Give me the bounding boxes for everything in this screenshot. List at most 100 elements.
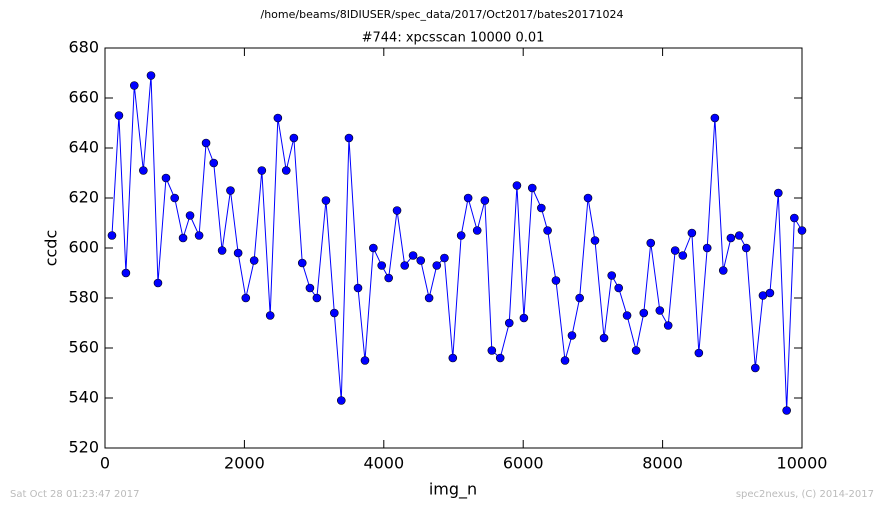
footer-left: Sat Oct 28 01:23:47 2017 [10,489,140,500]
data-point [209,158,219,168]
data-line [111,75,803,411]
data-point [114,111,124,120]
data-point [463,193,473,203]
data-point [416,256,426,265]
data-point [281,166,291,175]
y-tick-label: 640 [68,138,99,157]
data-point [392,206,402,215]
data-point [330,308,339,318]
data-point [456,231,466,240]
data-point [185,211,195,220]
data-point [678,251,688,260]
data-point [718,266,728,275]
data-point [440,253,449,263]
data-point [495,353,505,363]
data-point [194,231,204,240]
data-point [360,356,370,365]
data-point [512,181,522,190]
data-point [161,173,171,183]
data-point [146,71,156,80]
data-point [774,188,783,198]
data-point [321,196,331,205]
data-point [448,353,458,363]
data-point [504,318,514,328]
data-point [797,226,807,235]
data-point [790,213,799,223]
header: /home/beams/8IDIUSER/spec_data/2017/Oct2… [261,8,624,21]
data-point [201,138,211,148]
x-tick-label: 4000 [363,454,404,473]
data-point [241,293,251,303]
y-tick-label: 540 [68,388,99,407]
data-point [384,273,393,283]
data-point [297,258,307,268]
data-point [519,313,529,323]
footer-right: spec2nexus, (C) 2014-2017 [736,489,874,500]
data-point [178,233,188,243]
data-point [622,311,632,320]
data-point [543,226,552,235]
x-axis-label: img_n [429,480,477,500]
data-point [289,133,299,143]
data-point [408,251,418,260]
data-point [257,166,267,175]
x-tick-label: 2000 [224,454,265,473]
data-point [369,243,378,253]
data-point [377,261,387,270]
data-point [655,306,665,315]
data-point [551,276,561,285]
data-point [670,246,680,255]
data-point [687,228,697,238]
chart-title: #744: xpcsscan 10000 0.01 [362,31,545,46]
data-point [226,186,235,195]
data-point [480,196,490,205]
data-point [560,356,570,365]
data-point [710,113,720,123]
data-point [305,283,315,293]
data-point [607,271,617,280]
data-point [751,363,760,373]
data-point [400,261,410,270]
data-point [233,248,243,258]
data-point [537,203,546,213]
data-point [336,396,346,405]
data-point [583,193,593,203]
data-point [273,113,283,123]
data-point [782,406,791,415]
y-tick-label: 520 [68,438,99,457]
plot-frame [104,47,803,449]
data-point [139,166,148,175]
data-point [663,321,673,330]
data-point [424,293,434,303]
data-point [107,231,117,240]
data-point [639,308,649,318]
data-point [590,236,600,245]
data-point [265,311,275,320]
y-axis-label: ccdc [42,230,61,267]
data-point [567,331,577,340]
y-tick-label: 600 [68,238,99,257]
data-point [575,293,584,303]
data-point [741,243,751,253]
x-tick-label: 6000 [503,454,544,473]
y-tick-label: 660 [68,88,99,107]
y-tick-label: 620 [68,188,99,207]
data-point [129,81,139,90]
data-point [702,243,712,253]
data-point [432,261,442,270]
data-point [153,278,163,288]
x-tick-label: 0 [100,454,110,473]
data-point [527,183,537,193]
data-point [487,346,497,355]
data-point [694,348,704,358]
data-point [472,226,482,235]
data-point [631,346,641,355]
data-point [765,288,775,298]
data-point [353,283,363,293]
data-point [170,193,179,203]
data-point [734,231,744,240]
data-point [599,333,609,343]
data-point [217,246,227,255]
data-point [726,233,736,243]
